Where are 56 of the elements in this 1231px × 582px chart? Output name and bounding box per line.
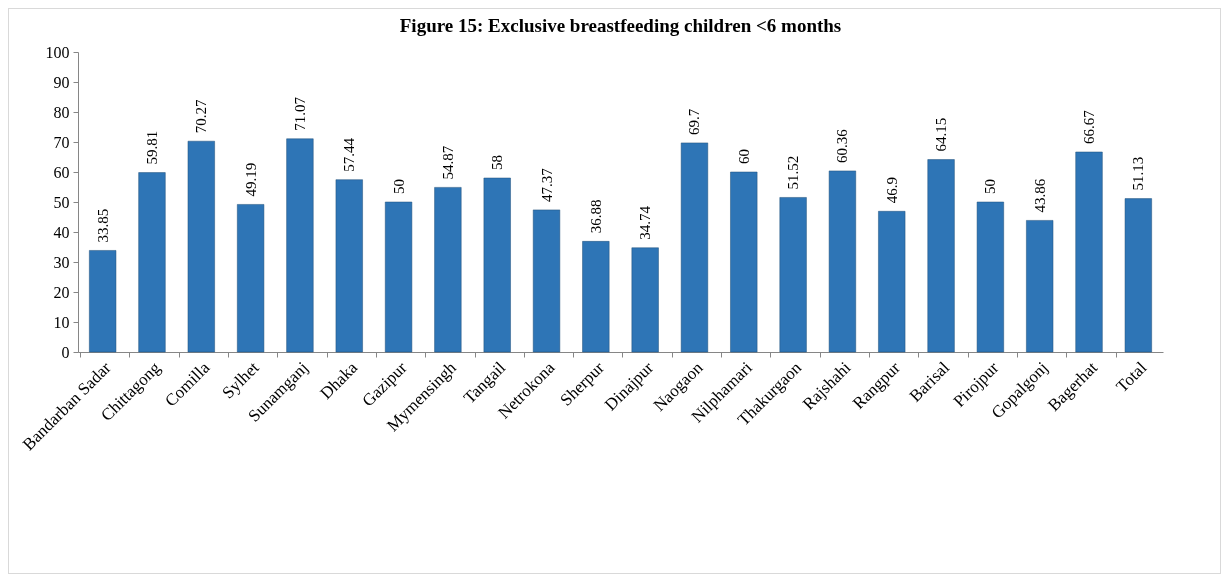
data-label: 57.44: [341, 137, 358, 172]
data-label: 58: [489, 155, 506, 170]
data-label: 51.13: [1130, 156, 1147, 191]
bar: [779, 197, 807, 353]
y-tick-label: 20: [53, 283, 70, 301]
bar: [631, 247, 659, 353]
data-label: 34.74: [637, 205, 654, 240]
bar: [680, 142, 709, 353]
data-label: 60.36: [834, 128, 851, 163]
bar: [582, 241, 610, 353]
bar: [828, 170, 856, 353]
y-tick-label: 50: [53, 193, 70, 211]
y-tick-label: 80: [53, 103, 70, 121]
bar: [1075, 151, 1103, 353]
data-label: 36.88: [587, 199, 604, 234]
data-label: 71.07: [291, 96, 308, 131]
bar: [434, 187, 462, 353]
bar: [237, 204, 265, 353]
data-label: 51.52: [785, 155, 802, 190]
data-label: 47.37: [538, 167, 555, 202]
y-tick-label: 30: [53, 253, 70, 271]
bar: [730, 171, 758, 353]
chart-title: Figure 15: Exclusive breastfeeding children <6 months: [399, 15, 842, 36]
data-label: 66.67: [1081, 109, 1098, 144]
y-tick-label: 100: [45, 43, 70, 61]
bar: [138, 172, 166, 353]
data-label: 60: [735, 149, 752, 164]
bar: [1026, 220, 1054, 353]
data-label: 64.15: [933, 117, 950, 152]
data-label: 59.81: [143, 130, 160, 165]
y-tick-label: 70: [53, 133, 70, 151]
y-tick-label: 40: [53, 223, 70, 241]
bar: [286, 138, 314, 353]
bar: [878, 211, 906, 353]
bar: [927, 159, 955, 353]
bar: [1124, 198, 1152, 353]
data-label: 69.7: [686, 108, 703, 135]
bar: [187, 140, 215, 353]
y-tick-label: 60: [53, 163, 70, 181]
bar: [385, 201, 413, 353]
data-label: 49.19: [242, 162, 259, 197]
bar: [335, 179, 363, 353]
bar: [89, 250, 117, 353]
data-label: 50: [390, 179, 407, 194]
bar: [483, 177, 511, 353]
data-label: 54.87: [439, 145, 456, 180]
data-label: 43.86: [1031, 178, 1048, 213]
bar: [532, 209, 561, 353]
data-label: 33.85: [94, 208, 111, 243]
y-tick-label: 10: [53, 313, 70, 331]
y-tick-label: 90: [53, 73, 70, 91]
data-label: 50: [982, 179, 999, 194]
y-tick-label: 0: [61, 343, 70, 361]
data-label: 46.9: [883, 177, 900, 204]
data-label: 70.27: [193, 98, 210, 134]
bar: [976, 201, 1004, 353]
